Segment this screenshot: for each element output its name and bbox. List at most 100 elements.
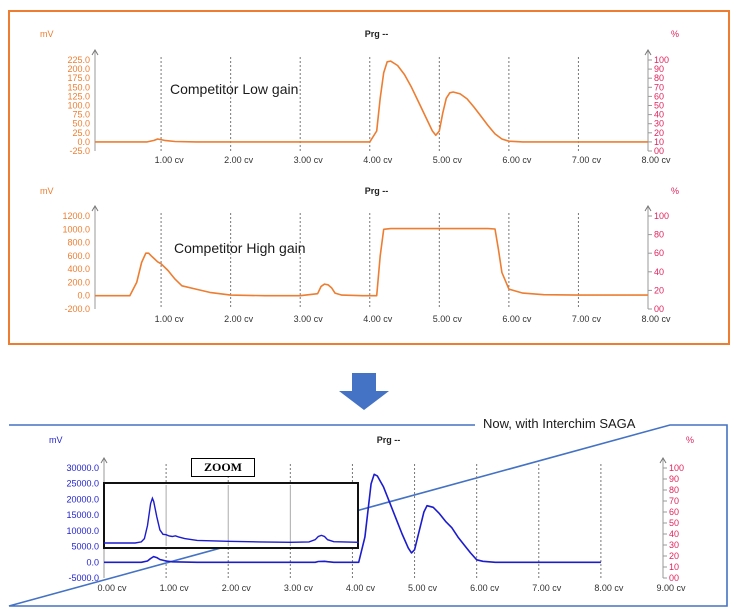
x-tick-label: 9.00 cv [656, 583, 686, 593]
y-axis-unit-right: % [671, 29, 679, 39]
y-tick-label: 1200.0 [62, 211, 90, 221]
y-tick-label: -5000.0 [68, 573, 99, 583]
y-axis-unit-right: % [686, 435, 694, 445]
y-tick-label-right: 60 [669, 507, 679, 517]
y-tick-label: 200.0 [67, 64, 90, 74]
y-tick-label-right: 60 [654, 91, 664, 101]
x-tick-label: 2.00 cv [224, 155, 254, 165]
y-tick-label: 50.0 [72, 119, 90, 129]
x-tick-label: 0.00 cv [97, 583, 127, 593]
annotation-low-gain: Competitor Low gain [170, 81, 299, 97]
y-tick-label-right: 90 [654, 64, 664, 74]
y-tick-label: -25.0 [69, 146, 90, 156]
x-tick-label: 7.00 cv [572, 155, 602, 165]
competitor-frame [8, 10, 730, 345]
y-tick-label-right: 70 [654, 82, 664, 92]
y-tick-label: 5000.0 [71, 542, 99, 552]
chart-high-gain: Prg --mV %1200.01000.0800.0600.0400.0200.… [40, 186, 679, 324]
saga-frame-label: Now, with Interchim SAGA [477, 416, 642, 431]
x-tick-label: 8.00 cv [594, 583, 624, 593]
x-tick-label: 7.00 cv [532, 583, 562, 593]
y-axis-unit-left: mV [40, 186, 54, 196]
y-tick-label: 175.0 [67, 73, 90, 83]
x-tick-label: 6.00 cv [502, 155, 532, 165]
x-tick-label: 4.00 cv [346, 583, 376, 593]
y-tick-label: 15000.0 [66, 510, 99, 520]
x-tick-label: 3.00 cv [294, 155, 324, 165]
y-axis-unit-left: mV [40, 29, 54, 39]
zoom-inset [103, 482, 359, 549]
y-tick-label: 25000.0 [66, 479, 99, 489]
y-tick-label: 75.0 [72, 110, 90, 120]
x-tick-label: 6.00 cv [502, 314, 532, 324]
y-tick-label: 30000.0 [66, 463, 99, 473]
y-tick-label: -200.0 [64, 304, 90, 314]
x-tick-label: 4.00 cv [363, 155, 393, 165]
axis-arrow-icon [644, 49, 652, 56]
y-tick-label-right: 00 [654, 304, 664, 314]
y-tick-label-right: 100 [654, 55, 669, 65]
y-tick-label-right: 40 [654, 267, 664, 277]
y-tick-label-right: 20 [654, 128, 664, 138]
zoom-frame [103, 482, 359, 549]
y-tick-label-right: 00 [654, 146, 664, 156]
y-tick-label-right: 10 [654, 137, 664, 147]
zoom-label: ZOOM [191, 458, 255, 477]
y-tick-label: 800.0 [67, 238, 90, 248]
y-tick-label: 20000.0 [66, 494, 99, 504]
chart-title: Prg -- [365, 29, 389, 39]
chart-title: Prg -- [365, 186, 389, 196]
x-tick-label: 1.00 cv [160, 583, 190, 593]
x-tick-label: 3.00 cv [284, 583, 314, 593]
y-tick-label-right: 80 [669, 485, 679, 495]
y-tick-label: 200.0 [67, 277, 90, 287]
y-tick-label: 0.0 [77, 291, 90, 301]
y-tick-label: 150.0 [67, 82, 90, 92]
x-tick-label: 6.00 cv [470, 583, 500, 593]
y-tick-label: 10000.0 [66, 526, 99, 536]
y-tick-label-right: 20 [669, 551, 679, 561]
y-tick-label: 225.0 [67, 55, 90, 65]
zoom-series-line [104, 496, 359, 544]
y-tick-label: 0.0 [77, 137, 90, 147]
y-tick-label-right: 90 [669, 474, 679, 484]
y-tick-label-right: 30 [669, 540, 679, 550]
axis-arrow-icon [644, 205, 652, 212]
axis-arrow-icon [100, 457, 108, 464]
x-tick-label: 3.00 cv [294, 314, 324, 324]
y-tick-label: 25.0 [72, 128, 90, 138]
y-tick-label-right: 100 [654, 211, 669, 221]
y-tick-label-right: 70 [669, 496, 679, 506]
y-tick-label-right: 100 [669, 463, 684, 473]
y-tick-label-right: 50 [669, 518, 679, 528]
y-tick-label: 125.0 [67, 91, 90, 101]
y-axis-unit-left: mV [49, 435, 63, 445]
x-tick-label: 2.00 cv [222, 583, 252, 593]
y-tick-label-right: 50 [654, 101, 664, 111]
y-tick-label: 400.0 [67, 264, 90, 274]
x-tick-label: 2.00 cv [224, 314, 254, 324]
series-line [104, 473, 601, 564]
y-tick-label-right: 00 [669, 573, 679, 583]
x-tick-label: 5.00 cv [433, 155, 463, 165]
x-tick-label: 1.00 cv [155, 314, 185, 324]
y-tick-label: 600.0 [67, 251, 90, 261]
axis-arrow-icon [91, 205, 99, 212]
x-tick-label: 8.00 cv [641, 314, 671, 324]
y-tick-label-right: 10 [669, 562, 679, 572]
x-tick-label: 7.00 cv [572, 314, 602, 324]
x-tick-label: 8.00 cv [641, 155, 671, 165]
x-tick-label: 1.00 cv [155, 155, 185, 165]
y-tick-label-right: 20 [654, 285, 664, 295]
y-tick-label-right: 30 [654, 119, 664, 129]
x-tick-label: 5.00 cv [408, 583, 438, 593]
y-tick-label-right: 40 [669, 529, 679, 539]
x-tick-label: 4.00 cv [363, 314, 393, 324]
y-tick-label: 1000.0 [62, 224, 90, 234]
axis-arrow-icon [659, 457, 667, 464]
down-arrow-icon [339, 373, 389, 410]
y-tick-label-right: 80 [654, 230, 664, 240]
y-tick-label-right: 40 [654, 110, 664, 120]
